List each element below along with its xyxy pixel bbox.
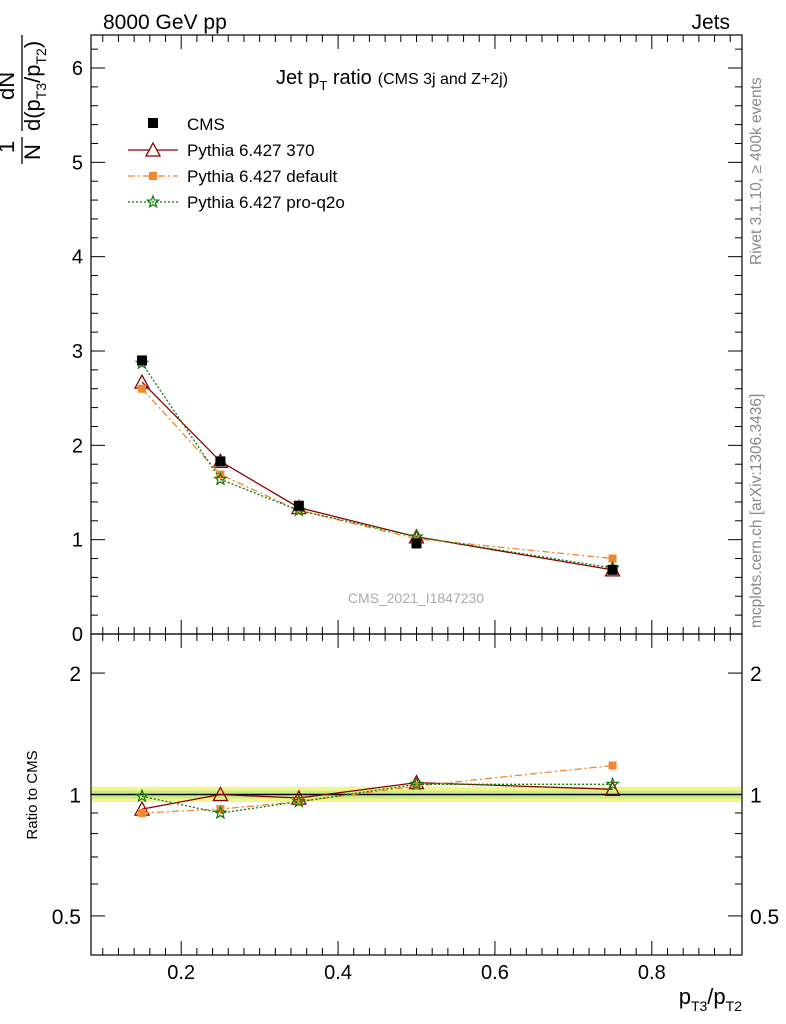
main-cms-point [411,538,422,549]
x-tick-label: 0.8 [638,962,666,984]
main-ytick-label: 2 [72,435,83,457]
header-right: Jets [691,11,730,34]
x-tick-label: 0.2 [167,962,195,984]
ratio-ytick-label-right: 1 [750,785,762,808]
ratio-p370-point [212,786,229,802]
legend-item-cms: CMS [148,115,225,134]
x-tick-label: 0.4 [324,962,352,984]
ratio-ticks [91,634,742,956]
ylabel-dn: dN [0,72,19,100]
ratio-ylabel: Ratio to CMS [24,750,41,839]
ratio-ytick-label-right: 2 [750,663,762,686]
ratio-pdefault-point [216,805,225,814]
main-title: Jet pT ratio (CMS 3j and Z+2j) [276,67,508,93]
ratio-pq2o-point [291,793,307,808]
main-ytick-label: 0 [72,624,83,646]
ratio-pq2o-line [141,783,613,814]
main-ylabel: 1 N dN d(pT3/pT2) [0,35,49,164]
header-left: 8000 GeV pp [103,11,227,34]
ratio-ytick-label-left: 2 [69,663,81,686]
legend: CMS Pythia 6.427 370 Pythia 6.427 defaul… [128,115,345,212]
ratio-pq2o-point [134,788,150,803]
ratio-ytick-label-left: 0.5 [52,906,81,929]
ratio-pdefault-line [141,764,613,814]
main-pdefault-point [137,384,146,393]
legend-item-pdefault: Pythia 6.427 default [128,167,338,186]
ratio-uncertainty-band [91,786,742,803]
main-cms-point [136,355,147,366]
main-series [133,355,621,577]
ratio-pq2o-point [605,776,620,791]
main-pq2o-line [141,362,613,569]
legend-pq2o-marker [145,194,161,209]
legend-item-p370: Pythia 6.427 370 [128,141,315,160]
legend-item-pq2o: Pythia 6.427 pro-q2o [128,193,345,212]
main-tick-labels: 0 1 2 3 4 5 6 [72,58,83,646]
legend-pq2o-label: Pythia 6.427 pro-q2o [187,193,345,212]
legend-pdefault-marker [149,172,157,180]
main-cms-point [607,564,618,575]
ratio-pdefault-point [137,808,146,817]
ratio-ytick-label-right: 0.5 [750,906,779,929]
x-tick-labels: 0.2 0.4 0.6 0.8 [167,962,665,984]
main-panel: 0 1 2 3 4 5 6 Jet pT ratio (CMS 3j and Z+2j) CM… [72,34,743,646]
legend-pdefault-label: Pythia 6.427 default [187,167,338,186]
ratio-pdefault-point [608,761,617,770]
main-ytick-label: 5 [72,152,83,174]
main-cms-point [293,500,304,511]
watermark: CMS_2021_I1847230 [348,590,484,606]
side-rivet-text: Rivet 3.1.10, ≥ 400k events [748,77,765,265]
main-ytick-label: 1 [72,530,83,552]
legend-cms-label: CMS [187,115,225,134]
legend-cms-marker [148,118,158,128]
side-mcplots-text: mcplots.cern.ch [arXiv:1306.3436] [748,394,765,628]
main-pq2o-point [213,471,228,486]
ratio-tick-labels: 0.5 0.5 1 1 2 2 [52,663,779,929]
ratio-ytick-label-left: 1 [69,785,81,808]
main-ytick-label: 4 [72,247,83,269]
x-tick-label: 0.6 [481,962,509,984]
ratio-pq2o-point [213,805,228,820]
main-pdefault-line [141,388,613,560]
main-ytick-label: 3 [72,341,83,363]
ratio-pq2o-point [409,776,424,791]
legend-p370-label: Pythia 6.427 370 [187,141,315,160]
ylabel-denominator: d(pT3/pT2) [20,41,49,131]
ylabel-one: 1 [0,141,19,153]
ratio-panel: 0.5 0.5 1 1 2 2 Ratio to CMS 0.2 0.4 0.6 0.8 pT3… [24,633,779,1014]
ratio-series [133,761,621,820]
ratio-pdefault-point [412,781,421,790]
main-ytick-label: 6 [72,58,83,80]
main-p370-line [141,381,613,571]
legend-p370-marker [144,141,162,157]
ratio-pdefault-point [294,797,303,806]
main-cms-point [215,456,226,467]
x-axis-label: pT3/pT2 [679,984,743,1014]
ylabel-n: N [20,144,45,160]
main-pdefault-point [608,554,617,563]
